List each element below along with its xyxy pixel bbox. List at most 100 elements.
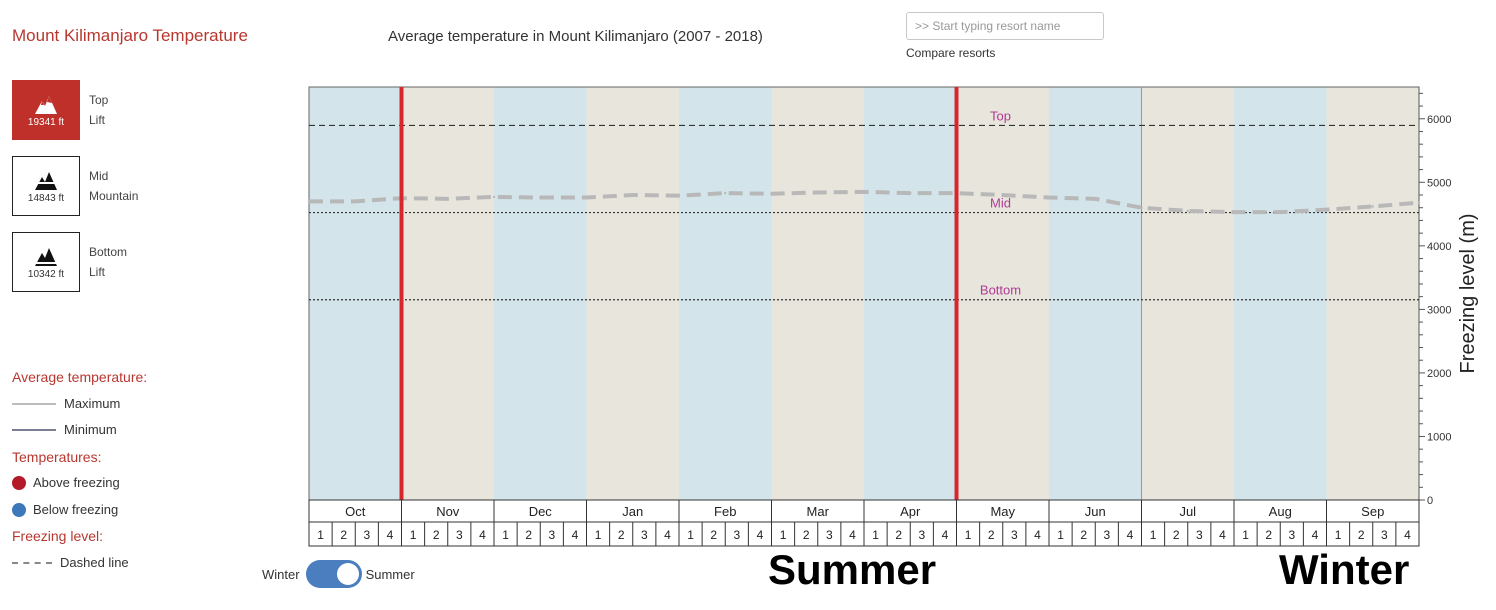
week-label: 2	[433, 528, 440, 542]
week-label: 3	[548, 528, 555, 542]
week-label: 2	[803, 528, 810, 542]
month-label-apr: Apr	[900, 504, 921, 519]
data-point	[585, 196, 588, 199]
top-lift-button[interactable]: 19341 ft	[12, 80, 80, 140]
week-label: 2	[340, 528, 347, 542]
week-label: 1	[687, 528, 694, 542]
legend-average-heading: Average temperature:	[12, 369, 148, 385]
data-point	[492, 195, 496, 199]
week-label: 1	[317, 528, 324, 542]
mountain-icon	[34, 172, 58, 190]
week-label: 1	[410, 528, 417, 542]
week-label: 1	[780, 528, 787, 542]
mid-mountain-button[interactable]: 14843 ft	[12, 156, 80, 216]
week-label: 1	[1335, 528, 1342, 542]
toggle-summer-label: Summer	[365, 566, 415, 582]
page-title: Mount Kilimanjaro Temperature	[12, 26, 248, 45]
week-label: 3	[1196, 528, 1203, 542]
week-label: 4	[1034, 528, 1041, 542]
data-point	[354, 200, 357, 203]
compare-resorts-link[interactable]: Compare resorts	[906, 46, 996, 60]
week-label: 1	[965, 528, 972, 542]
data-point	[1140, 206, 1143, 209]
y-tick-label: 4000	[1427, 241, 1451, 253]
data-point	[1325, 208, 1328, 211]
month-label-feb: Feb	[714, 504, 736, 519]
above-freezing-dot	[12, 475, 26, 490]
month-label-oct: Oct	[345, 504, 366, 519]
month-band-dec	[494, 87, 587, 500]
legend-freezing-heading: Freezing level:	[12, 528, 104, 544]
week-label: 3	[1011, 528, 1018, 542]
week-label: 3	[733, 528, 740, 542]
week-label: 3	[826, 528, 833, 542]
month-label-jan: Jan	[622, 504, 643, 519]
week-label: 2	[1080, 528, 1087, 542]
week-label: 2	[1173, 528, 1180, 542]
week-label: 2	[988, 528, 995, 542]
week-label: 2	[895, 528, 902, 542]
month-label-may: May	[990, 504, 1015, 519]
week-label: 1	[1057, 528, 1064, 542]
season-toggle-group: Winter Summer	[262, 560, 415, 588]
week-label: 3	[1381, 528, 1388, 542]
legend-minimum: Minimum	[12, 422, 117, 437]
week-label: 2	[1265, 528, 1272, 542]
top-lift-label: Top Lift	[89, 93, 109, 127]
lift-height: 10342 ft	[27, 269, 65, 280]
reference-label-top: Top	[990, 108, 1011, 123]
month-label-aug: Aug	[1269, 504, 1292, 519]
month-label-nov: Nov	[436, 504, 460, 519]
legend-temperatures-heading: Temperatures:	[12, 449, 102, 465]
month-band-nov	[401, 87, 494, 500]
reference-label-bottom: Bottom	[980, 283, 1021, 298]
week-label: 4	[757, 528, 764, 542]
week-label: 4	[664, 528, 671, 542]
data-point	[724, 191, 727, 195]
month-label-jul: Jul	[1179, 504, 1196, 519]
week-label: 4	[1404, 528, 1411, 542]
data-point	[1417, 201, 1421, 204]
winter-label: Winter	[1279, 546, 1410, 593]
data-point	[631, 193, 634, 197]
week-label: 3	[456, 528, 463, 542]
data-point	[1279, 210, 1282, 214]
data-point	[677, 194, 681, 197]
mid-mountain-label: Mid Mountain	[89, 169, 139, 203]
data-point	[307, 200, 311, 203]
data-point	[1232, 210, 1236, 214]
week-label: 4	[1219, 528, 1226, 542]
lift-height: 19341 ft	[27, 117, 65, 128]
below-freezing-dot	[12, 502, 26, 517]
toggle-knob	[336, 563, 359, 585]
resort-search-input[interactable]	[906, 12, 1104, 40]
data-point	[909, 191, 912, 195]
week-label: 1	[595, 528, 602, 542]
week-label: 3	[641, 528, 648, 542]
bottom-lift-button[interactable]: 10342 ft	[12, 232, 80, 292]
week-label: 1	[502, 528, 509, 542]
month-label-mar: Mar	[807, 504, 830, 519]
data-point	[1001, 193, 1004, 197]
week-label: 2	[1358, 528, 1365, 542]
chart-subtitle: Average temperature in Mount Kilimanjaro…	[388, 28, 763, 45]
data-point	[446, 197, 449, 201]
y-tick-label: 5000	[1427, 177, 1451, 189]
week-label: 1	[1150, 528, 1157, 542]
data-point	[539, 196, 542, 199]
y-tick-label: 6000	[1427, 114, 1451, 126]
season-toggle[interactable]	[305, 560, 362, 588]
week-label: 4	[1127, 528, 1134, 542]
month-band-oct	[309, 87, 402, 500]
week-label: 4	[1312, 528, 1319, 542]
week-label: 3	[363, 528, 370, 542]
data-point	[1094, 197, 1097, 201]
legend-maximum: Maximum	[12, 396, 120, 411]
month-band-jul	[1141, 87, 1234, 500]
week-label: 1	[1242, 528, 1249, 542]
y-tick-label: 0	[1427, 495, 1433, 507]
data-point	[770, 192, 773, 195]
data-point	[816, 191, 819, 194]
y-tick-label: 2000	[1427, 368, 1451, 380]
month-label-sep: Sep	[1361, 504, 1384, 519]
